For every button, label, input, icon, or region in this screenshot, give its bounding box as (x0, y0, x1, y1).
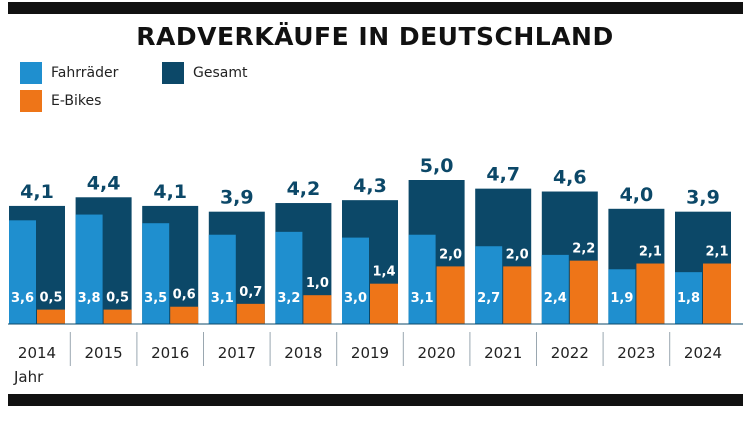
data-label-ebikes-2014: 0,5 (39, 291, 62, 306)
bar-ebikes-2020 (436, 266, 465, 324)
bar-ebikes-2016 (170, 306, 199, 324)
data-label-fahrraeder-2023: 1,9 (610, 291, 633, 306)
bar-fahrraeder-2024 (675, 272, 702, 324)
x-tick-label-2014: 2014 (18, 344, 56, 362)
chart-title: RADVERKÄUFE IN DEUTSCHLAND (136, 22, 614, 51)
data-label-gesamt-2018: 4,2 (287, 178, 321, 200)
data-label-fahrraeder-2016: 3,5 (144, 291, 167, 306)
bar-fahrraeder-2023 (608, 269, 636, 324)
x-tick-label-2016: 2016 (151, 344, 189, 362)
legend-label-fahrraeder: Fahrräder (51, 65, 119, 81)
x-tick-label-2019: 2019 (351, 344, 389, 362)
data-label-gesamt-2022: 4,6 (553, 167, 587, 189)
top-border-bar (8, 2, 743, 14)
bar-fahrraeder-2014 (9, 220, 36, 324)
data-label-fahrraeder-2020: 3,1 (411, 291, 434, 306)
data-label-gesamt-2015: 4,4 (87, 172, 121, 194)
bar-ebikes-2017 (236, 303, 265, 324)
x-tick-label-2021: 2021 (484, 344, 522, 362)
data-label-ebikes-2024: 2,1 (705, 245, 728, 260)
legend-item-fahrraeder: Fahrräder (20, 62, 118, 84)
data-label-ebikes-2017: 0,7 (239, 285, 262, 300)
data-label-fahrraeder-2022: 2,4 (544, 291, 567, 306)
data-label-gesamt-2020: 5,0 (420, 155, 454, 177)
data-label-gesamt-2014: 4,1 (20, 181, 54, 203)
data-label-gesamt-2017: 3,9 (220, 187, 254, 209)
bottom-border-bar (8, 394, 743, 406)
data-label-ebikes-2018: 1,0 (306, 276, 329, 291)
x-axis-label: Jahr (13, 368, 44, 386)
x-tick-label-2024: 2024 (684, 344, 722, 362)
bar-ebikes-2019 (370, 283, 398, 324)
legend-swatch-ebikes (20, 90, 42, 112)
data-label-gesamt-2021: 4,7 (486, 164, 520, 186)
legend-label-ebikes: E-Bikes (51, 93, 102, 109)
data-label-ebikes-2019: 1,4 (372, 265, 395, 280)
bar-fahrraeder-2019 (342, 237, 369, 324)
x-tick-label-2020: 2020 (418, 344, 456, 362)
bar-fahrraeder-2016 (142, 223, 170, 324)
bar-fahrraeder-2015 (75, 214, 103, 324)
bar-fahrraeder-2022 (541, 254, 569, 324)
legend-label-gesamt: Gesamt (193, 65, 248, 81)
data-label-ebikes-2015: 0,5 (106, 291, 129, 306)
bar-ebikes-2018 (303, 295, 332, 324)
data-label-ebikes-2021: 2,0 (506, 247, 529, 262)
bar-ebikes-2015 (103, 309, 132, 324)
bar-fahrraeder-2020 (408, 234, 436, 324)
data-label-gesamt-2023: 4,0 (620, 184, 654, 206)
bar-ebikes-2021 (503, 266, 532, 324)
bar-fahrraeder-2018 (275, 231, 303, 324)
bar-fahrraeder-2021 (475, 246, 503, 324)
x-tick-label-2015: 2015 (85, 344, 123, 362)
data-label-fahrraeder-2019: 3,0 (344, 291, 367, 306)
data-label-ebikes-2020: 2,0 (439, 247, 462, 262)
x-tick-label-2022: 2022 (551, 344, 589, 362)
data-label-fahrraeder-2018: 3,2 (277, 291, 300, 306)
data-label-fahrraeder-2015: 3,8 (78, 291, 101, 306)
data-label-fahrraeder-2017: 3,1 (211, 291, 234, 306)
data-label-fahrraeder-2021: 2,7 (477, 291, 500, 306)
legend-item-gesamt: Gesamt (162, 62, 247, 84)
x-tick-label-2018: 2018 (284, 344, 322, 362)
data-label-fahrraeder-2024: 1,8 (677, 291, 700, 306)
legend-swatch-fahrraeder (20, 62, 42, 84)
data-label-ebikes-2016: 0,6 (173, 288, 196, 303)
legend-item-ebikes: E-Bikes (20, 90, 101, 112)
bar-ebikes-2014 (37, 309, 65, 324)
data-label-fahrraeder-2014: 3,6 (11, 291, 34, 306)
data-label-ebikes-2023: 2,1 (639, 245, 662, 260)
legend-swatch-gesamt (162, 62, 184, 84)
data-label-gesamt-2019: 4,3 (353, 175, 387, 197)
bar-ebikes-2022 (569, 260, 598, 324)
bar-fahrraeder-2017 (208, 234, 236, 324)
x-tick-label-2017: 2017 (218, 344, 256, 362)
data-label-gesamt-2016: 4,1 (153, 181, 187, 203)
bar-ebikes-2023 (636, 263, 665, 324)
bar-ebikes-2024 (703, 263, 731, 324)
data-label-ebikes-2022: 2,2 (572, 242, 595, 257)
x-tick-label-2023: 2023 (617, 344, 655, 362)
data-label-gesamt-2024: 3,9 (686, 187, 720, 209)
